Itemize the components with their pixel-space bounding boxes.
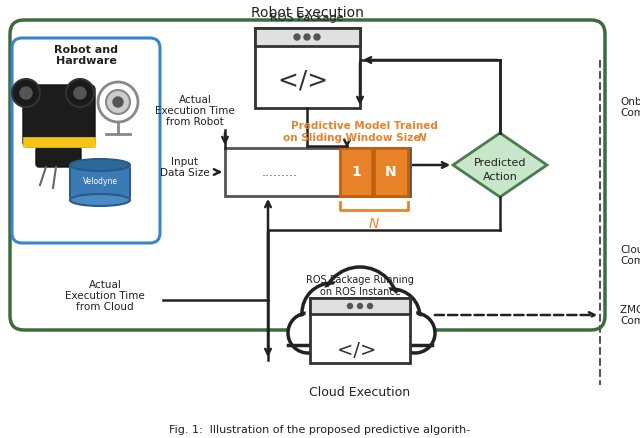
Text: Cloud Execution: Cloud Execution [309, 386, 411, 399]
Circle shape [395, 313, 435, 353]
Text: Execution Time: Execution Time [65, 291, 145, 301]
Text: ZMQ - Network: ZMQ - Network [620, 305, 640, 315]
Circle shape [367, 304, 372, 308]
Text: 1: 1 [351, 165, 361, 179]
Circle shape [20, 87, 32, 99]
FancyBboxPatch shape [310, 298, 410, 314]
Ellipse shape [70, 159, 130, 171]
Circle shape [348, 304, 353, 308]
Text: Robot and: Robot and [54, 45, 118, 55]
Text: Input: Input [172, 157, 198, 167]
Text: ROS Package Running: ROS Package Running [306, 275, 414, 285]
Circle shape [106, 90, 130, 114]
Circle shape [306, 286, 358, 339]
Circle shape [74, 87, 86, 99]
FancyBboxPatch shape [70, 165, 130, 200]
FancyBboxPatch shape [225, 148, 410, 196]
Text: Robot Execution: Robot Execution [251, 6, 364, 20]
Circle shape [66, 79, 94, 107]
Text: on ROS Instance: on ROS Instance [319, 287, 401, 297]
Text: </>: </> [278, 68, 336, 92]
Text: Predictive Model Trained: Predictive Model Trained [291, 121, 437, 131]
Text: from Robot: from Robot [166, 117, 224, 127]
Circle shape [326, 272, 394, 339]
Circle shape [367, 292, 417, 342]
Text: Fig. 1:  Illustration of the proposed predictive algorith-: Fig. 1: Illustration of the proposed pre… [170, 425, 470, 435]
Circle shape [302, 283, 362, 343]
Text: Hardware: Hardware [56, 56, 116, 66]
Text: Execution Time: Execution Time [155, 106, 235, 116]
FancyBboxPatch shape [310, 298, 410, 363]
Polygon shape [453, 133, 547, 197]
Text: Computation: Computation [620, 108, 640, 118]
Text: N: N [369, 217, 379, 231]
FancyBboxPatch shape [10, 20, 605, 330]
Text: .........: ......... [262, 166, 298, 179]
Circle shape [322, 267, 398, 343]
Text: Action: Action [483, 172, 517, 182]
Text: Velodyne: Velodyne [83, 177, 118, 187]
Circle shape [364, 289, 420, 345]
Text: </>: </> [337, 340, 383, 360]
Text: on Sliding Window Size: on Sliding Window Size [284, 133, 424, 143]
Circle shape [304, 34, 310, 40]
Circle shape [98, 82, 138, 122]
FancyBboxPatch shape [23, 85, 95, 147]
Circle shape [294, 34, 300, 40]
Text: Communication: Communication [620, 316, 640, 326]
Text: from Cloud: from Cloud [76, 302, 134, 312]
FancyBboxPatch shape [23, 137, 95, 147]
Text: N: N [385, 165, 397, 179]
Ellipse shape [70, 194, 130, 206]
Circle shape [12, 79, 40, 107]
FancyBboxPatch shape [340, 148, 372, 196]
Circle shape [288, 313, 328, 353]
Circle shape [113, 97, 123, 107]
Circle shape [314, 34, 320, 40]
Text: Computation: Computation [620, 256, 640, 266]
Text: Actual: Actual [179, 95, 211, 105]
Text: Actual: Actual [88, 280, 122, 290]
Circle shape [358, 304, 362, 308]
Circle shape [291, 315, 326, 350]
FancyBboxPatch shape [255, 28, 360, 46]
FancyBboxPatch shape [12, 38, 160, 243]
Bar [288, 343, 432, 373]
Text: Predicted: Predicted [474, 158, 526, 168]
FancyBboxPatch shape [36, 147, 81, 167]
Text: ROS Package: ROS Package [270, 13, 344, 23]
Text: Data Size: Data Size [160, 168, 210, 178]
Text: Cloud: Cloud [620, 245, 640, 255]
FancyBboxPatch shape [374, 148, 408, 196]
Circle shape [397, 315, 433, 350]
Text: N: N [418, 133, 426, 143]
Text: Onboard: Onboard [620, 97, 640, 107]
FancyBboxPatch shape [255, 28, 360, 108]
